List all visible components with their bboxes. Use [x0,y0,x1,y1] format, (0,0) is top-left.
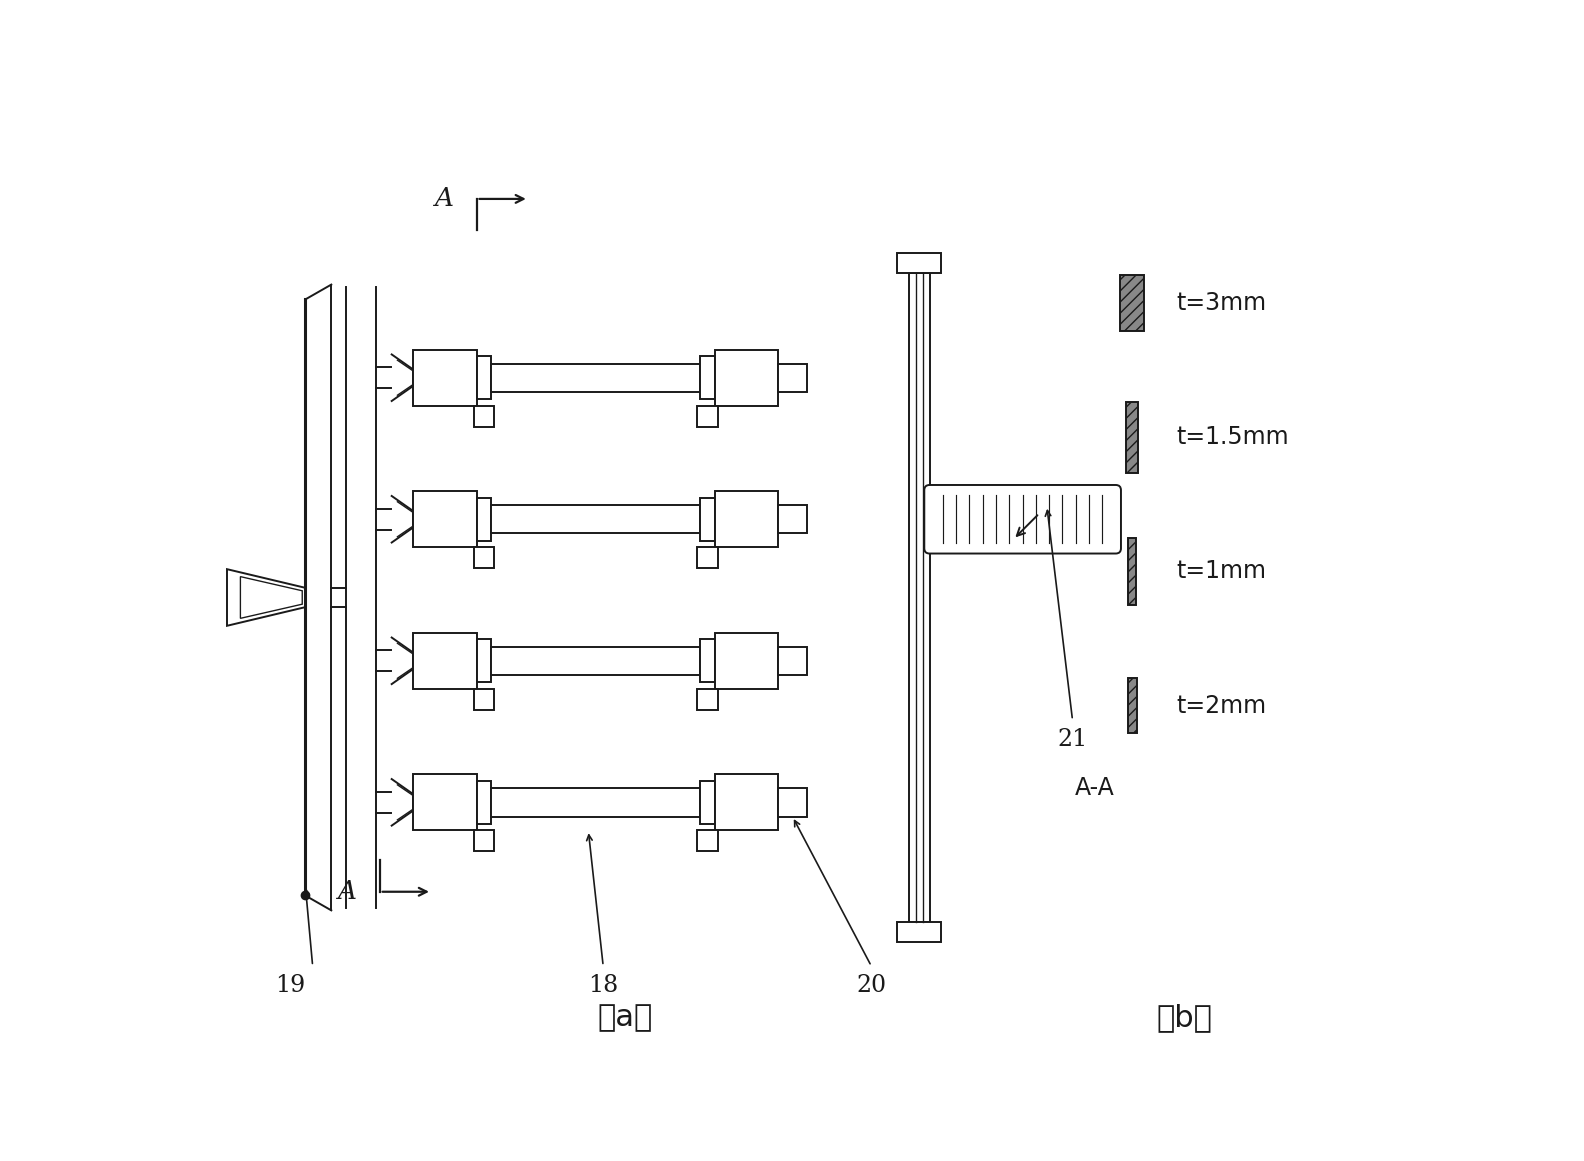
Bar [477,780,491,824]
Text: （b）: （b） [1156,1003,1212,1032]
Bar [700,780,714,824]
Text: t=3mm: t=3mm [1177,291,1267,316]
Bar [898,253,941,274]
Bar [778,788,806,816]
Text: t=2mm: t=2mm [1177,693,1267,717]
Bar [491,363,700,392]
Text: t=1.5mm: t=1.5mm [1177,425,1289,449]
Bar [474,547,494,568]
Bar [697,547,718,568]
Bar [714,349,778,405]
Bar [697,405,718,426]
Bar [491,788,700,816]
Bar [413,774,477,830]
Bar [413,633,477,688]
Text: 18: 18 [588,974,618,997]
Text: A: A [434,187,453,211]
Bar [477,498,491,541]
Bar [700,640,714,683]
Bar [700,498,714,541]
Bar [697,688,718,709]
Text: t=1mm: t=1mm [1177,560,1267,584]
Bar [474,405,494,426]
Bar [714,774,778,830]
Bar [1128,538,1136,605]
Bar [474,688,494,709]
Bar [477,640,491,683]
Bar [413,491,477,547]
Text: A: A [337,879,356,904]
Bar [898,922,941,943]
FancyBboxPatch shape [925,485,1121,554]
Bar [477,356,491,399]
Bar [1128,678,1137,734]
Bar [714,491,778,547]
Bar [909,274,930,922]
Text: （a）: （a） [597,1003,653,1032]
Bar [1120,275,1144,331]
Bar [697,830,718,851]
Bar [700,356,714,399]
Bar [778,363,806,392]
Bar [413,349,477,405]
Text: 21: 21 [1058,728,1088,751]
Bar [778,647,806,675]
Bar [491,647,700,675]
Text: 20: 20 [857,974,887,997]
Bar [491,505,700,533]
Bar [1126,402,1137,473]
Bar [778,505,806,533]
Text: A-A: A-A [1076,776,1115,800]
Bar [714,633,778,688]
Bar [474,830,494,851]
Text: 19: 19 [276,974,306,997]
